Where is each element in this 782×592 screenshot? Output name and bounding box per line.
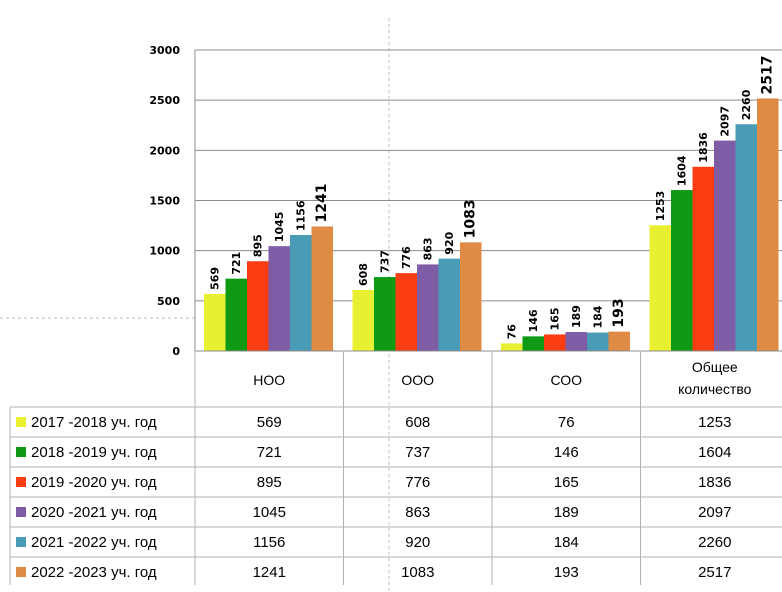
table-cell-value: 721 [257, 444, 282, 461]
bar [268, 246, 290, 351]
table-cell-value: 863 [405, 504, 430, 521]
table-cell-value: 1836 [698, 474, 731, 491]
data-label: 1604 [676, 155, 689, 186]
table-cell-value: 569 [257, 414, 282, 431]
legend-label: 2018 -2019 уч. год [31, 444, 157, 461]
data-label: 76 [506, 324, 519, 340]
data-label: 189 [570, 305, 583, 328]
legend-key [16, 567, 26, 577]
legend-key [16, 447, 26, 457]
data-label: 776 [400, 246, 413, 269]
data-label: 1045 [273, 212, 286, 243]
bar [290, 235, 312, 351]
legend-key [16, 537, 26, 547]
bar [714, 140, 736, 351]
table-cell-value: 146 [554, 444, 579, 461]
table-cell-value: 776 [405, 474, 430, 491]
table-cell-value: 76 [558, 414, 575, 431]
bar [417, 264, 439, 351]
data-label: 1083 [463, 199, 479, 238]
bar [460, 242, 482, 351]
bar [501, 343, 523, 351]
data-label: 2260 [740, 89, 753, 120]
bar [311, 226, 333, 351]
bar [735, 124, 757, 351]
bar [395, 273, 417, 351]
table-cell-value: 2097 [698, 504, 731, 521]
data-label: 165 [549, 307, 562, 330]
y-tick-label: 0 [172, 345, 180, 358]
bar [225, 278, 247, 351]
y-tick-label: 500 [157, 295, 180, 308]
data-label: 737 [379, 250, 392, 273]
legend-key [16, 477, 26, 487]
y-tick-label: 2500 [149, 94, 180, 107]
bar [438, 258, 460, 351]
bar [374, 277, 396, 351]
y-tick-label: 1500 [149, 195, 180, 208]
table-cell-value: 1083 [401, 564, 434, 581]
bar [608, 331, 630, 351]
x-category-label: Общее [692, 359, 738, 375]
legend-key [16, 507, 26, 517]
data-label: 1253 [654, 191, 667, 222]
x-category-label: количество [678, 381, 752, 397]
bar [671, 190, 693, 351]
table-cell-value: 920 [405, 534, 430, 551]
legend-key [16, 417, 26, 427]
data-label: 1156 [295, 200, 308, 231]
data-label: 146 [527, 309, 540, 332]
table-cell-value: 1241 [253, 564, 286, 581]
bar [692, 166, 714, 351]
y-tick-label: 2000 [149, 144, 180, 157]
data-label: 193 [611, 298, 627, 327]
data-label: 895 [252, 234, 265, 257]
bar [544, 334, 566, 351]
data-label: 184 [592, 305, 605, 328]
data-label: 920 [443, 231, 456, 254]
x-category-label: ООО [401, 372, 434, 388]
table-cell-value: 1604 [698, 444, 731, 461]
bar [247, 261, 269, 351]
legend-label: 2020 -2021 уч. год [31, 504, 157, 521]
bar [522, 336, 544, 351]
y-tick-label: 3000 [149, 44, 180, 57]
data-label: 569 [209, 267, 222, 290]
table-cell-value: 1156 [253, 534, 285, 551]
table-cell-value: 184 [554, 534, 579, 551]
bar [565, 332, 587, 351]
bar [757, 98, 779, 351]
x-category-label: НОО [253, 372, 285, 388]
legend-label: 2017 -2018 уч. год [31, 414, 157, 431]
data-label: 608 [357, 263, 370, 286]
data-label: 1836 [697, 132, 710, 163]
table-cell-value: 608 [405, 414, 430, 431]
data-label: 863 [422, 237, 435, 260]
legend-label: 2022 -2023 уч. год [31, 564, 157, 581]
legend-label: 2021 -2022 уч. год [31, 534, 157, 551]
bar [649, 225, 671, 351]
table-cell-value: 2260 [698, 534, 731, 551]
x-category-label: СОО [550, 372, 582, 388]
table-cell-value: 737 [405, 444, 430, 461]
legend-label: 2019 -2020 уч. год [31, 474, 157, 491]
bar [352, 289, 374, 351]
table-cell-value: 1253 [698, 414, 731, 431]
bar [204, 293, 226, 351]
table-cell-value: 895 [257, 474, 282, 491]
data-label: 2097 [719, 106, 732, 137]
y-tick-label: 1000 [149, 245, 180, 258]
table-cell-value: 2517 [698, 564, 731, 581]
data-label: 1241 [314, 184, 330, 223]
bar [587, 332, 609, 351]
table-cell-value: 165 [554, 474, 579, 491]
data-label: 721 [230, 252, 243, 275]
data-label: 2517 [760, 55, 776, 94]
table-cell-value: 189 [554, 504, 579, 521]
table-cell-value: 193 [554, 564, 579, 581]
table-cell-value: 1045 [253, 504, 286, 521]
